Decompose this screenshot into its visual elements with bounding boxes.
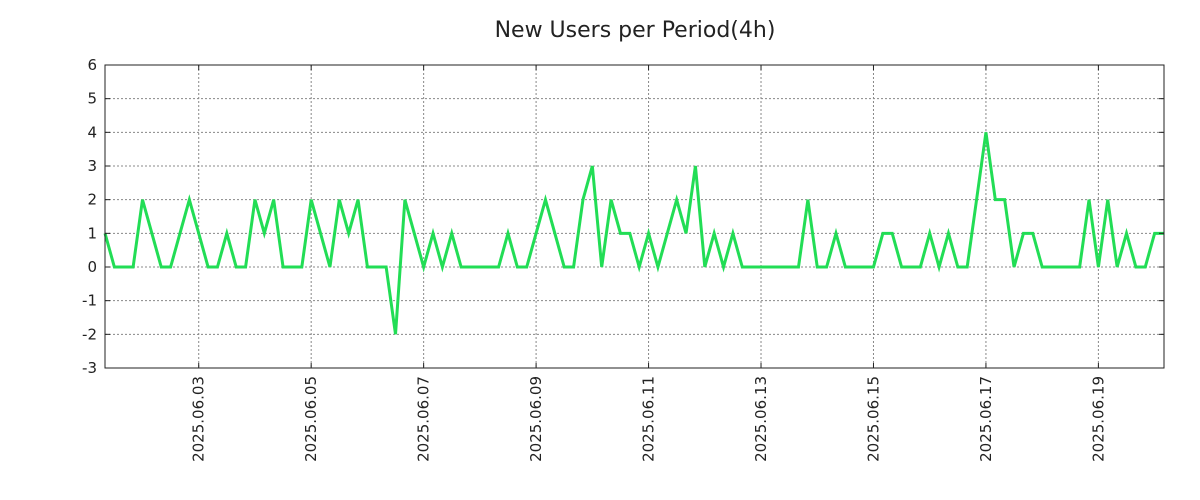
x-tick-label: 2025.06.03: [190, 376, 208, 462]
series-line-new-users: [103, 132, 1164, 335]
plot-frame: [104, 64, 1165, 369]
x-tick-label: 2025.06.19: [1089, 376, 1107, 462]
series-layer: [103, 132, 1164, 335]
y-tick-label: -1: [82, 292, 97, 310]
y-tick-label: -3: [82, 359, 97, 377]
x-tick-label: 2025.06.05: [302, 376, 320, 462]
x-tick-label: 2025.06.15: [864, 376, 882, 462]
x-tick-label: 2025.06.11: [640, 376, 658, 462]
y-tick-label: -2: [82, 325, 97, 343]
y-tick-label: 3: [87, 157, 97, 175]
y-tick-label: 4: [87, 123, 97, 141]
x-axis: 2025.06.03 2025.06.05 2025.06.07 2025.06.09…: [190, 65, 1107, 462]
x-tick-label: 2025.06.13: [752, 376, 770, 462]
y-tick-label: 2: [87, 191, 97, 209]
y-tick-label: 0: [87, 258, 97, 276]
x-tick-label: 2025.06.07: [415, 376, 433, 462]
y-tick-label: 5: [87, 90, 97, 108]
x-tick-label: 2025.06.09: [527, 376, 545, 462]
y-axis: 6 5 4 3 2 1 0 -1 -2 -3: [82, 56, 1164, 377]
y-tick-label: 6: [87, 56, 97, 74]
y-tick-label: 1: [87, 224, 97, 242]
chart-title: New Users per Period(4h): [495, 18, 776, 43]
x-tick-label: 2025.06.17: [977, 376, 995, 462]
grid: [105, 65, 1164, 368]
